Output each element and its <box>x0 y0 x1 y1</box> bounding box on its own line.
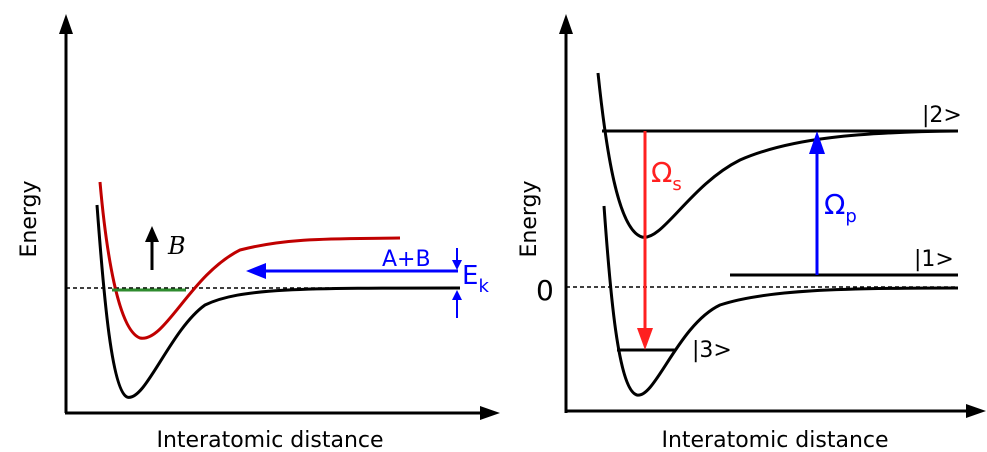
state-1-label: |1> <box>914 247 954 272</box>
incoming-channel-arrowhead <box>246 263 266 279</box>
channel-label: A+B <box>382 247 431 272</box>
left-x-axis-arrowhead <box>480 406 500 420</box>
stokes-label: Ωs <box>651 156 682 195</box>
energy-label-main: E <box>462 261 478 291</box>
ek-bottom-arrowhead <box>452 290 462 300</box>
field-arrowhead <box>145 226 159 242</box>
ground-state-potential <box>602 205 959 397</box>
left-panel: B A+B Ek Energy Interatomic distance <box>17 14 500 452</box>
stokes-arrowhead <box>637 328 653 350</box>
left-closed-channel-potential <box>95 204 461 399</box>
right-y-axis-arrowhead <box>559 14 573 34</box>
pump-arrowhead <box>809 131 825 154</box>
left-y-axis-label: Energy <box>17 180 42 257</box>
energy-label-subscript: k <box>478 276 489 297</box>
excited-state-potential <box>596 72 959 239</box>
right-x-axis-arrowhead <box>966 404 986 418</box>
state-2-label: |2> <box>922 103 962 128</box>
pump-symbol: Ω <box>824 188 845 221</box>
right-panel: 0 |2> |1> |3> Ωs Ωp Energy Interatomic d… <box>517 14 986 452</box>
state-3-label: |3> <box>692 338 732 363</box>
left-y-axis-arrowhead <box>59 14 73 34</box>
left-x-axis-label: Interatomic distance <box>156 428 383 452</box>
pump-label: Ωp <box>824 188 857 227</box>
right-x-axis-label: Interatomic distance <box>661 428 888 452</box>
field-label: B <box>167 232 186 260</box>
ek-top-arrowhead <box>452 260 462 270</box>
stokes-subscript: s <box>672 174 681 195</box>
right-y-axis-label: Energy <box>517 180 542 257</box>
stokes-symbol: Ω <box>651 156 672 189</box>
energy-label: Ek <box>462 261 489 297</box>
zero-label: 0 <box>536 274 554 307</box>
left-shifted-potential <box>98 181 401 340</box>
pump-subscript: p <box>845 206 856 227</box>
